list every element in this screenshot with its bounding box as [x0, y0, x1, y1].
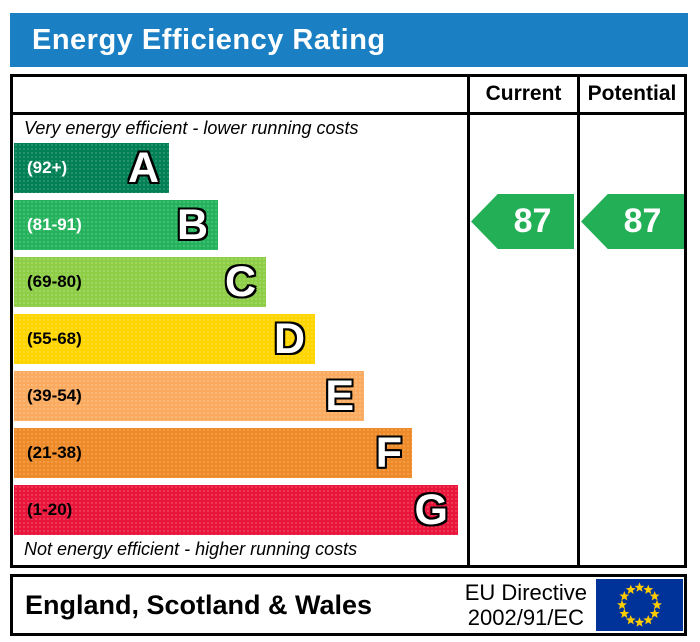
top-note: Very energy efficient - lower running co… [24, 118, 359, 138]
header-row-separator [13, 112, 684, 115]
band-letter: E [325, 372, 354, 420]
eu-directive-line2: 2002/91/EC [467, 605, 584, 630]
column-header-potential: Potential [587, 82, 677, 105]
column-header-current: Current [485, 82, 562, 105]
band-letter: A [127, 144, 159, 192]
page-title-bar: Energy Efficiency Rating [10, 13, 688, 67]
epc-band-g: (1-20) G [14, 485, 458, 535]
epc-band-d: (55-68) D [14, 314, 315, 364]
band-range-label: (92+) [27, 158, 68, 177]
column-divider-potential [577, 77, 580, 565]
band-letter: F [375, 429, 402, 477]
potential-rating-value: 87 [623, 202, 662, 240]
potential-rating-arrow: 87 [581, 194, 684, 249]
band-letter: C [224, 258, 256, 306]
epc-band-e: (39-54) E [14, 371, 364, 421]
eu-directive-label: EU Directive 2002/91/EC [465, 580, 587, 630]
epc-band-c: (69-80) C [14, 257, 266, 307]
band-range-label: (55-68) [27, 329, 82, 348]
column-divider-current [467, 77, 470, 565]
epc-band-a: (92+) A [14, 143, 169, 193]
band-range-label: (1-20) [27, 500, 73, 519]
region-label: England, Scotland & Wales [25, 589, 373, 620]
band-range-label: (21-38) [27, 443, 82, 462]
band-letter: D [273, 315, 305, 363]
band-range-label: (39-54) [27, 386, 82, 405]
current-rating-value: 87 [513, 202, 552, 240]
epc-band-f: (21-38) F [14, 428, 412, 478]
band-range-label: (69-80) [27, 272, 82, 291]
epc-band-b: (81-91) B [14, 200, 218, 250]
band-letter: B [176, 201, 208, 249]
eu-flag-icon [596, 579, 683, 631]
bottom-note: Not energy efficient - higher running co… [24, 539, 358, 559]
epc-rating-table: Current Potential Very energy efficient … [10, 74, 687, 568]
footer: England, Scotland & Wales EU Directive 2… [10, 574, 687, 636]
page-title: Energy Efficiency Rating [32, 23, 386, 56]
eu-directive-line1: EU Directive [464, 580, 587, 605]
current-rating-arrow: 87 [471, 194, 574, 249]
band-range-label: (81-91) [27, 215, 82, 234]
band-letter: G [414, 486, 448, 534]
